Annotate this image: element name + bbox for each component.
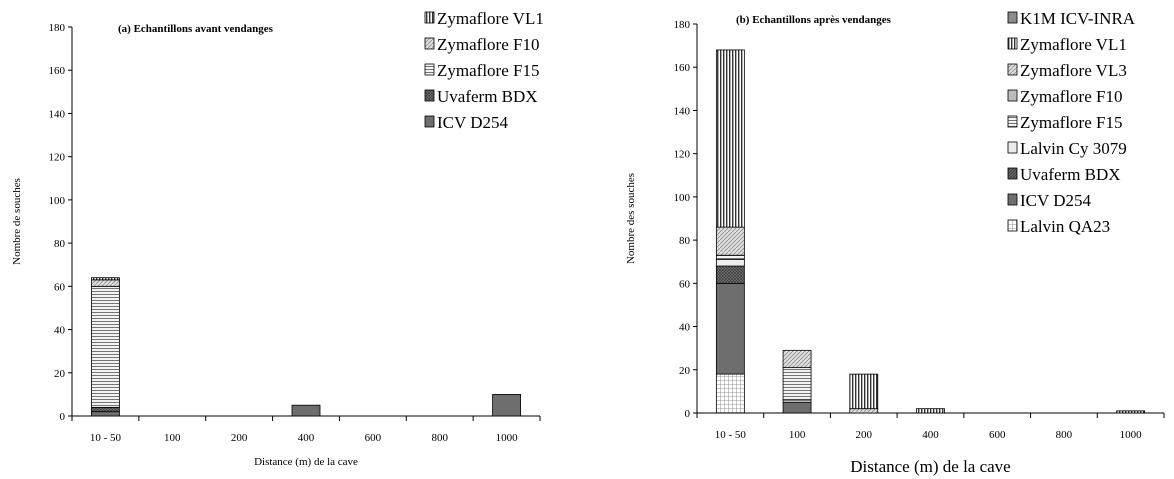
- x-tick-label: 400: [922, 429, 939, 441]
- y-tick-label: 100: [674, 192, 691, 204]
- legend-swatch: [1007, 193, 1018, 206]
- legend-label: Uvaferm BDX: [437, 87, 538, 106]
- y-axis-label: Nombre des souches: [625, 173, 637, 264]
- legend-label: Zymaflore VL1: [1020, 35, 1127, 54]
- y-tick-label: 180: [674, 19, 691, 31]
- legend-swatch: [1007, 219, 1018, 232]
- y-tick-label: 0: [60, 411, 66, 423]
- bar-segment: [782, 401, 812, 414]
- x-tick-label: 10 - 50: [90, 432, 122, 444]
- x-tick-label: 100: [789, 429, 806, 441]
- legend-label: Zymaflore F10: [1020, 87, 1122, 106]
- legend-label: K1M ICV-INRA: [1020, 9, 1136, 28]
- legend-label: Zymaflore VL3: [1020, 61, 1127, 80]
- y-tick-label: 100: [49, 195, 66, 207]
- legend-swatch: [424, 11, 435, 24]
- legend: Zymaflore VL1 Zymaflore F10 Zymaflore F15 U…: [424, 9, 544, 132]
- chart-panel-b: 0 20 40 60 80 100 120 140 160 180 10 - 50 100 200 400…: [625, 9, 1165, 476]
- y-tick-label: 140: [674, 105, 691, 117]
- y-tick-label: 40: [679, 322, 691, 334]
- legend-swatch: [1007, 37, 1018, 50]
- y-tick-label: 120: [49, 152, 66, 164]
- x-tick-label: 400: [298, 432, 315, 444]
- bar-segment: [715, 373, 745, 414]
- y-tick-label: 60: [54, 281, 66, 293]
- legend-swatch: [424, 89, 435, 102]
- y-tick-label: 80: [679, 235, 691, 247]
- x-axis-label: Distance (m) de la cave: [850, 457, 1010, 476]
- y-tick-label: 20: [679, 365, 691, 377]
- y-tick-label: 180: [49, 22, 66, 34]
- y-tick-label: 120: [674, 149, 691, 161]
- y-tick-label: 140: [49, 108, 66, 120]
- y-tick-label: 80: [54, 238, 66, 250]
- bar-segment: [715, 282, 745, 375]
- bar-segment: [91, 279, 120, 287]
- bar-segment: [849, 373, 879, 410]
- legend-label: Zymaflore F15: [437, 61, 539, 80]
- bar-segment: [91, 411, 120, 417]
- legend-label: Lalvin Cy 3079: [1020, 139, 1127, 158]
- chart-title: (a) Echantillons avant vendanges: [118, 23, 274, 35]
- y-axis-label: Nombre de souches: [11, 178, 23, 265]
- y-tick-label: 20: [54, 368, 66, 380]
- bar-segment: [715, 254, 745, 260]
- chart-panel-a: 0 20 40 60 80 100 120 140 160 180 10 - 50 100 200 400…: [11, 9, 544, 468]
- x-tick-label: 10 - 50: [715, 429, 747, 441]
- bar-segment: [849, 408, 879, 414]
- x-axis-label: Distance (m) de la cave: [254, 456, 358, 468]
- y-tick-label: 160: [674, 62, 691, 74]
- y-tick-label: 60: [679, 278, 691, 290]
- x-tick-label: 600: [365, 432, 382, 444]
- y-tick-label: 0: [685, 408, 691, 420]
- chart-title: (b) Echantillons après vendanges: [736, 14, 892, 26]
- y-tick-label: 160: [49, 65, 66, 77]
- legend-swatch: [1007, 141, 1018, 154]
- bar-segment: [492, 393, 521, 417]
- x-tick-label: 200: [856, 429, 873, 441]
- bar-segment: [715, 49, 745, 228]
- legend-label: Lalvin QA23: [1020, 217, 1110, 236]
- bar-segment: [91, 277, 120, 281]
- legend-label: Zymaflore F15: [1020, 113, 1122, 132]
- bar-segment: [782, 367, 812, 401]
- legend-label: ICV D254: [437, 113, 508, 132]
- x-tick-label: 800: [431, 432, 448, 444]
- x-tick-label: 800: [1056, 429, 1073, 441]
- legend-label: Uvaferm BDX: [1020, 165, 1121, 184]
- bar-segment: [1116, 410, 1146, 414]
- bar-segment: [782, 349, 812, 369]
- legend-swatch: [1007, 63, 1018, 76]
- x-tick-label: 600: [989, 429, 1006, 441]
- x-tick-label: 100: [164, 432, 181, 444]
- x-tick-label: 1000: [1120, 429, 1143, 441]
- bar-segment: [916, 408, 945, 414]
- legend-swatch: [424, 63, 435, 76]
- bar-segment: [715, 226, 745, 256]
- bar-segment: [91, 285, 120, 408]
- legend-label: Zymaflore VL1: [437, 9, 544, 28]
- legend: K1M ICV-INRA Zymaflore VL1 Zymaflore VL3 Zy…: [1007, 9, 1136, 236]
- x-tick-label: 1000: [496, 432, 519, 444]
- bar-segment: [715, 265, 745, 284]
- legend-label: Zymaflore F10: [437, 35, 539, 54]
- legend-swatch: [424, 37, 435, 50]
- x-tick-label: 200: [231, 432, 248, 444]
- legend-swatch: [1007, 115, 1018, 128]
- legend-swatch: [1007, 167, 1018, 180]
- bar-segment: [291, 404, 321, 417]
- legend-swatch: [424, 115, 435, 128]
- legend-swatch: [1007, 89, 1018, 102]
- y-tick-label: 40: [54, 325, 66, 337]
- legend-swatch: [1007, 11, 1018, 24]
- bar-segment: [91, 406, 120, 413]
- legend-label: ICV D254: [1020, 191, 1091, 210]
- bar-segment: [715, 259, 745, 267]
